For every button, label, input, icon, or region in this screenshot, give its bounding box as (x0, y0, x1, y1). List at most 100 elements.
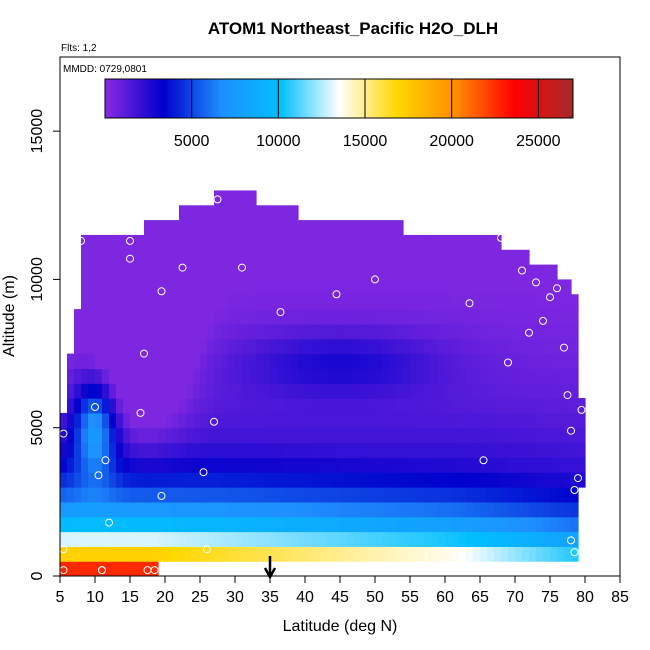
heatmap-cell (67, 398, 75, 414)
heatmap-cell (396, 368, 404, 384)
heatmap-cell (277, 487, 285, 503)
latitude-marker-arrow (263, 556, 277, 580)
heatmap-cell (81, 234, 89, 251)
heatmap-cell (480, 309, 488, 325)
heatmap-cell (242, 487, 250, 503)
heatmap-cell (536, 442, 544, 458)
heatmap-cell (284, 487, 292, 503)
heatmap-cell (214, 546, 222, 562)
heatmap-cell (67, 368, 75, 384)
heatmap-cell (326, 309, 334, 325)
heatmap-cell (326, 220, 334, 236)
heatmap-cell (445, 383, 453, 399)
heatmap-cell (228, 190, 236, 206)
heatmap-cell (494, 457, 502, 473)
heatmap-cell (221, 442, 229, 458)
heatmap-cell (158, 234, 166, 251)
heatmap-cell (179, 487, 187, 503)
heatmap-cell (123, 546, 131, 562)
heatmap-cell (375, 264, 383, 281)
heatmap-cell (340, 294, 348, 310)
heatmap-cell (305, 368, 313, 384)
heatmap-cell (312, 472, 320, 488)
heatmap-cell (445, 516, 453, 533)
heatmap-cell (473, 279, 481, 295)
observation-point (238, 263, 246, 272)
heatmap-cell (375, 412, 383, 429)
heatmap-cell (543, 487, 551, 503)
heatmap-cell (347, 457, 355, 473)
observation-point (126, 254, 134, 263)
heatmap-cell (438, 368, 446, 384)
heatmap-cell (410, 546, 418, 562)
heatmap-cell (221, 338, 229, 355)
chart-title: ATOM1 Northeast_Pacific H2O_DLH (208, 19, 498, 38)
heatmap-cell (193, 338, 201, 355)
heatmap-cell (221, 190, 229, 206)
heatmap-cell (256, 546, 264, 562)
heatmap-cell (347, 249, 355, 266)
heatmap-cell (263, 442, 271, 458)
heatmap-cell (564, 309, 572, 325)
heatmap-cell (193, 220, 201, 236)
heatmap-cell (256, 472, 264, 488)
heatmap-cell (564, 516, 572, 533)
heatmap-cell (200, 412, 208, 429)
heatmap-cell (207, 338, 215, 355)
observation-point (213, 195, 222, 204)
y-tick-label: 0 (29, 571, 46, 580)
heatmap-cell (480, 472, 488, 488)
heatmap-cell (74, 457, 82, 473)
heatmap-cell (291, 264, 299, 281)
heatmap-cell (88, 323, 96, 340)
heatmap-cell (305, 383, 313, 399)
heatmap-cell (67, 412, 75, 429)
heatmap-cell (102, 323, 110, 340)
heatmap-cell (95, 546, 103, 562)
heatmap-cell (340, 516, 348, 533)
heatmap-cell (368, 516, 376, 533)
heatmap-cell (228, 472, 236, 488)
heatmap-cell (172, 412, 180, 429)
heatmap-cell (305, 487, 313, 503)
heatmap-cell (501, 398, 509, 414)
heatmap-cell (389, 249, 397, 266)
heatmap-cell (235, 264, 243, 281)
heatmap-cell (179, 531, 187, 547)
heatmap-cell (81, 487, 89, 503)
heatmap-cell (235, 531, 243, 547)
heatmap-cell (235, 309, 243, 325)
heatmap-cell (67, 516, 75, 533)
heatmap-cell (410, 323, 418, 340)
heatmap-cell (165, 501, 173, 518)
heatmap-cell (179, 234, 187, 251)
heatmap-cell (263, 309, 271, 325)
heatmap-cell (508, 249, 516, 266)
heatmap-cell (396, 501, 404, 518)
heatmap-cell (200, 323, 208, 340)
heatmap-cell (361, 427, 369, 444)
heatmap-cell (550, 368, 558, 384)
heatmap-cell (354, 457, 362, 473)
heatmap-cell (228, 205, 236, 221)
heatmap-cell (564, 427, 572, 444)
heatmap-cell (228, 427, 236, 444)
heatmap-cell (382, 516, 390, 533)
heatmap-cell (179, 457, 187, 473)
observation-point (94, 471, 103, 480)
heatmap-cell (95, 427, 103, 444)
heatmap-cell (564, 383, 572, 399)
heatmap-cell (515, 294, 523, 310)
heatmap-cell (466, 472, 474, 488)
heatmap-cell (235, 398, 243, 414)
heatmap-cell (319, 279, 327, 295)
heatmap-cell (501, 427, 509, 444)
heatmap-cell (347, 323, 355, 340)
heatmap-cell (109, 427, 117, 444)
heatmap-cell (473, 516, 481, 533)
heatmap-cell (543, 398, 551, 414)
heatmap-cell (389, 353, 397, 369)
heatmap-cell (403, 383, 411, 399)
heatmap-cell (158, 338, 166, 355)
observation-point (553, 284, 561, 293)
